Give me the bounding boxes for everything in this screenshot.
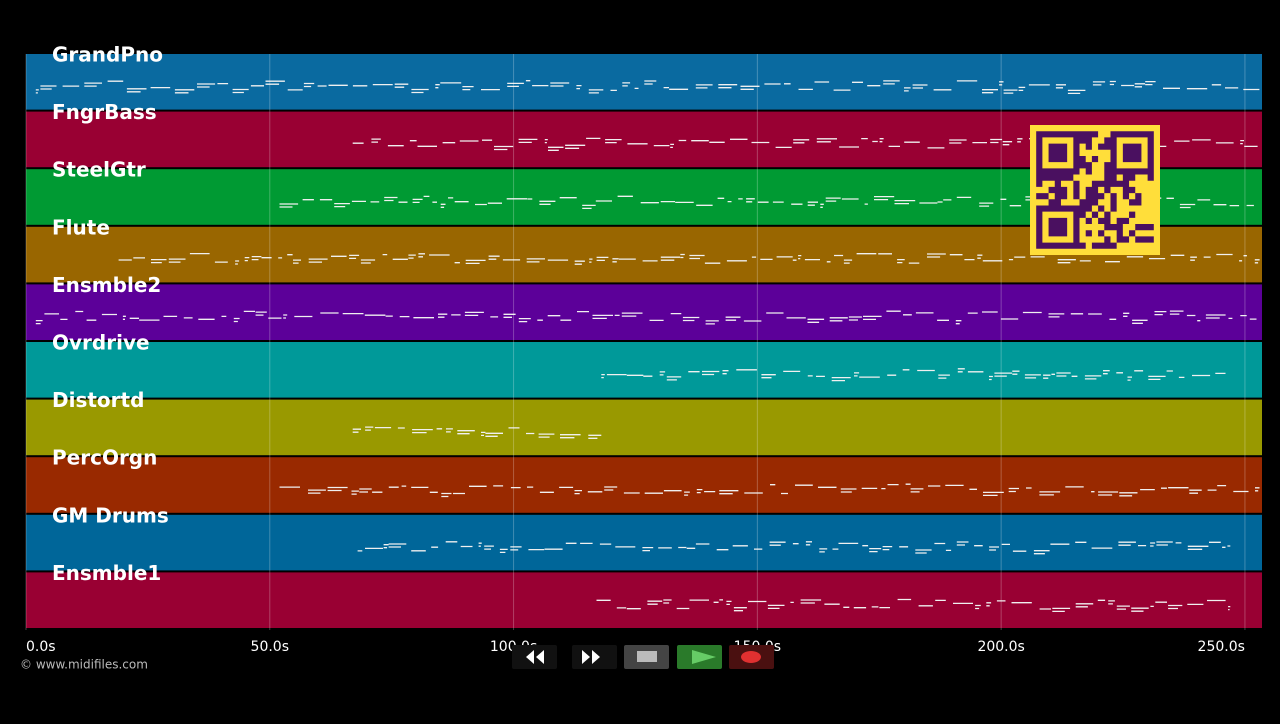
- track-name: Ensmble2: [52, 273, 161, 297]
- track-band: [26, 457, 1262, 513]
- notes: [35, 80, 1260, 95]
- record-icon: [741, 651, 761, 663]
- track-name: PercOrgn: [52, 446, 157, 470]
- notes: [279, 483, 1260, 498]
- x-tick-label: 200.0s: [977, 639, 1024, 655]
- notes: [35, 310, 1257, 325]
- forward-icon: [582, 650, 600, 664]
- track-name: SteelGtr: [52, 158, 146, 182]
- notes: [352, 426, 602, 439]
- notes: [118, 252, 1260, 265]
- qr-pattern: [1036, 131, 1154, 249]
- transport-controls: [512, 645, 774, 669]
- track-name: GrandPno: [52, 43, 163, 67]
- track-band: [26, 54, 1262, 110]
- x-tick-label: 250.0s: [1198, 639, 1245, 655]
- x-tick-label: 0.0s: [26, 639, 56, 655]
- track-band: [26, 399, 1262, 456]
- notes: [596, 598, 1231, 613]
- notes: [601, 368, 1226, 382]
- footer: © www.midifiles.com: [20, 658, 148, 672]
- track-name: FngrBass: [52, 100, 157, 124]
- rewind-button[interactable]: [512, 645, 557, 669]
- track-name: Flute: [52, 215, 110, 239]
- track-band: [26, 514, 1262, 571]
- play-icon: [692, 650, 716, 664]
- notes: [357, 541, 1231, 555]
- track-band: [26, 284, 1262, 340]
- track-band: [26, 572, 1262, 628]
- track-name: Ovrdrive: [52, 331, 150, 355]
- track-name: Distortd: [52, 388, 144, 412]
- track-name: Ensmble1: [52, 561, 161, 585]
- track-name: GM Drums: [52, 503, 169, 527]
- button-face: [512, 645, 557, 669]
- track-band: [26, 342, 1262, 398]
- stop-icon: [637, 651, 657, 662]
- x-tick-label: 50.0s: [251, 639, 289, 655]
- rewind-icon: [526, 650, 544, 664]
